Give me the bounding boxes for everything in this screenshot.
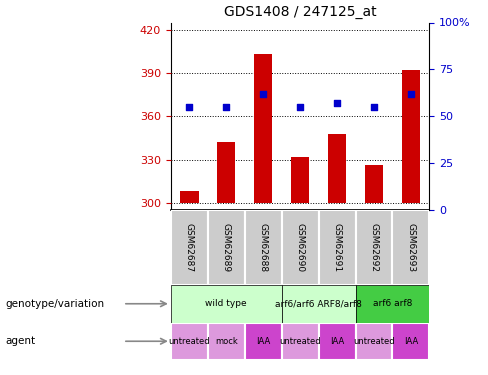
Bar xyxy=(282,210,319,285)
Point xyxy=(185,104,193,110)
Text: GSM62692: GSM62692 xyxy=(369,223,379,272)
Text: mock: mock xyxy=(215,337,238,346)
Bar xyxy=(392,210,429,285)
Point xyxy=(407,91,415,97)
Text: arf6/arf6 ARF8/arf8: arf6/arf6 ARF8/arf8 xyxy=(275,299,362,308)
Text: arf6 arf8: arf6 arf8 xyxy=(373,299,412,308)
Text: GSM62693: GSM62693 xyxy=(407,223,415,272)
Text: IAA: IAA xyxy=(256,337,270,346)
Bar xyxy=(356,210,392,285)
Bar xyxy=(208,210,244,285)
Text: IAA: IAA xyxy=(404,337,418,346)
Bar xyxy=(319,322,356,360)
Text: wild type: wild type xyxy=(205,299,247,308)
Text: GSM62687: GSM62687 xyxy=(185,223,194,272)
Bar xyxy=(180,191,199,203)
Bar xyxy=(208,322,244,360)
Bar xyxy=(402,70,420,203)
Bar xyxy=(254,54,272,203)
Text: genotype/variation: genotype/variation xyxy=(5,299,104,309)
Text: GSM62690: GSM62690 xyxy=(296,223,305,272)
Bar xyxy=(356,285,429,322)
Bar xyxy=(282,285,356,322)
Bar xyxy=(356,322,392,360)
Bar xyxy=(282,322,319,360)
Bar xyxy=(244,210,282,285)
Text: IAA: IAA xyxy=(330,337,344,346)
Bar xyxy=(244,322,282,360)
Text: GSM62691: GSM62691 xyxy=(332,223,342,272)
Point xyxy=(370,104,378,110)
Text: untreated: untreated xyxy=(168,337,210,346)
Bar xyxy=(365,165,383,203)
Title: GDS1408 / 247125_at: GDS1408 / 247125_at xyxy=(224,5,376,19)
Bar xyxy=(328,134,346,203)
Text: agent: agent xyxy=(5,336,35,346)
Point xyxy=(223,104,230,110)
Bar xyxy=(319,210,356,285)
Text: untreated: untreated xyxy=(279,337,321,346)
Bar xyxy=(171,322,208,360)
Bar xyxy=(392,322,429,360)
Text: untreated: untreated xyxy=(353,337,395,346)
Bar xyxy=(291,157,309,203)
Text: GSM62689: GSM62689 xyxy=(222,223,231,272)
Point xyxy=(333,100,341,106)
Bar xyxy=(171,285,282,322)
Bar xyxy=(171,210,208,285)
Point xyxy=(259,91,267,97)
Bar xyxy=(217,142,235,203)
Text: GSM62688: GSM62688 xyxy=(259,223,268,272)
Point xyxy=(296,104,304,110)
